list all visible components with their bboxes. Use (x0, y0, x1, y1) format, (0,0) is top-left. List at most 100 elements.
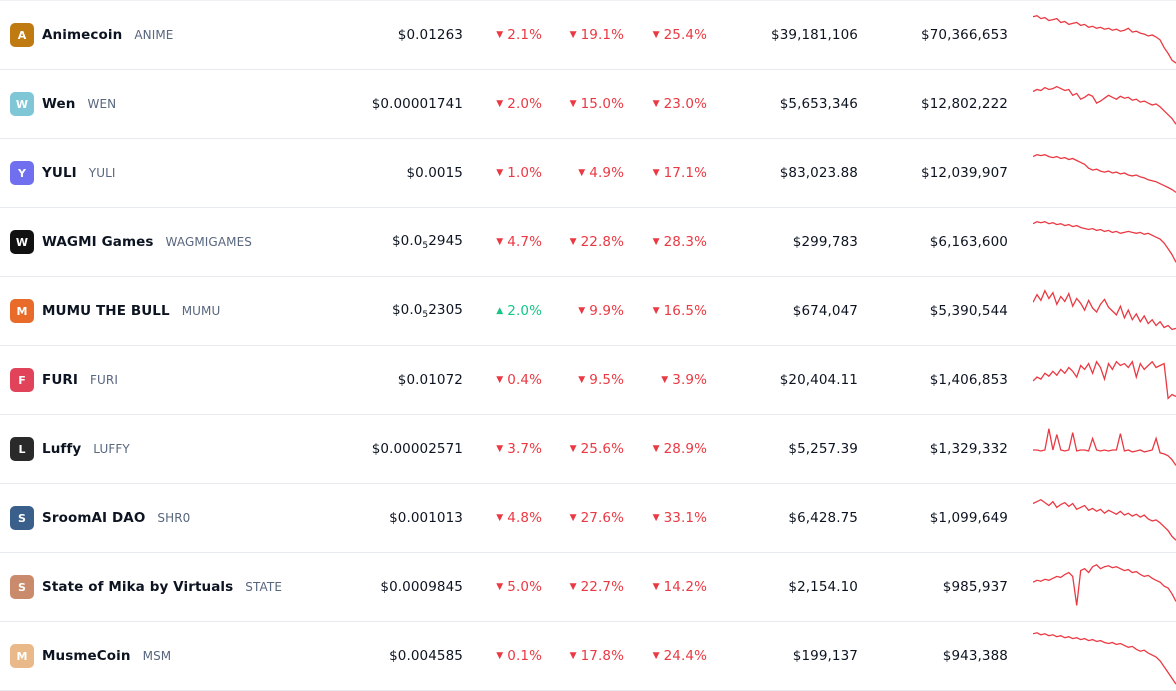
sparkline-svg (1033, 564, 1176, 606)
change-24h: ▼ 22.7% (570, 553, 624, 621)
sparkline-7d[interactable] (1033, 557, 1176, 619)
price: $0.00002571 (372, 415, 463, 483)
market-cap: $943,388 (943, 622, 1008, 690)
sparkline-7d[interactable] (1033, 419, 1176, 481)
sparkline-svg (1033, 154, 1176, 193)
market-cap-value: $70,366,653 (921, 27, 1008, 43)
sparkline-7d[interactable] (1033, 212, 1176, 274)
table-row[interactable]: Y YULI YULI $0.0015 ▼ 1.0% ▼ 4.9% ▼ 17.1… (0, 139, 1176, 208)
price: $0.01072 (398, 346, 463, 414)
sparkline-7d[interactable] (1033, 626, 1176, 688)
market-cap-value: $12,039,907 (921, 165, 1008, 181)
table-row[interactable]: W Wen WEN $0.00001741 ▼ 2.0% ▼ 15.0% ▼ 2… (0, 70, 1176, 139)
coin-name[interactable]: State of Mika by Virtuals (42, 579, 234, 595)
price: $0.001013 (389, 484, 463, 552)
market-cap: $70,366,653 (921, 1, 1008, 69)
market-cap: $985,937 (943, 553, 1008, 621)
change-7d-value: 25.4% (663, 27, 707, 43)
table-row[interactable]: L Luffy LUFFY $0.00002571 ▼ 3.7% ▼ 25.6%… (0, 415, 1176, 484)
table-row[interactable]: S State of Mika by Virtuals STATE $0.000… (0, 553, 1176, 622)
sparkline-7d[interactable] (1033, 350, 1176, 412)
wagmi-logo-icon: W (10, 230, 34, 254)
coin-symbol: STATE (245, 580, 283, 594)
change-7d: ▼ 3.9% (661, 346, 707, 414)
volume-value: $299,783 (792, 234, 858, 250)
table-row[interactable]: W WAGMI Games WAGMIGAMES $0.052945 ▼ 4.7… (0, 208, 1176, 277)
caret-down-icon: ▼ (652, 30, 660, 40)
coin-name[interactable]: MusmeCoin (42, 648, 131, 664)
sparkline-7d[interactable] (1033, 74, 1176, 136)
sparkline-line (1033, 221, 1176, 263)
coin-name[interactable]: MUMU THE BULL (42, 303, 170, 319)
change-7d-value: 28.3% (663, 234, 707, 250)
coin-name[interactable]: FURI (42, 372, 79, 388)
sparkline-svg (1033, 360, 1176, 400)
table-row[interactable]: F FURI FURI $0.01072 ▼ 0.4% ▼ 9.5% ▼ 3.9… (0, 346, 1176, 415)
price-value: $0.052305 (391, 302, 463, 320)
coin-name-cell[interactable]: W Wen WEN (10, 70, 116, 138)
market-cap-value: $943,388 (942, 648, 1008, 664)
price-value: $0.0015 (406, 165, 463, 181)
volume-24h: $83,023.88 (780, 139, 858, 207)
change-24h: ▼ 19.1% (570, 1, 624, 69)
table-row[interactable]: S SroomAI DAO SHR0 $0.001013 ▼ 4.8% ▼ 27… (0, 484, 1176, 553)
caret-down-icon: ▼ (496, 237, 504, 247)
change-24h: ▼ 15.0% (570, 70, 624, 138)
sparkline-7d[interactable] (1033, 281, 1176, 343)
coin-name[interactable]: Wen (42, 96, 76, 112)
change-1h-value: 3.7% (507, 441, 542, 457)
table-row[interactable]: M MUMU THE BULL MUMU $0.052305 ▲ 2.0% ▼ … (0, 277, 1176, 346)
caret-down-icon: ▼ (496, 651, 504, 661)
change-24h: ▼ 9.9% (578, 277, 624, 345)
change-24h-value: 22.7% (580, 579, 624, 595)
caret-down-icon: ▼ (569, 30, 577, 40)
change-1h: ▼ 2.1% (496, 1, 542, 69)
price: $0.0009845 (380, 553, 463, 621)
sparkline-svg (1033, 289, 1176, 331)
caret-down-icon: ▼ (496, 444, 504, 454)
coin-name-cell[interactable]: Y YULI YULI (10, 139, 116, 207)
coin-name-cell[interactable]: S State of Mika by Virtuals STATE (10, 553, 282, 621)
change-7d-value: 23.0% (663, 96, 707, 112)
change-1h: ▼ 4.8% (496, 484, 542, 552)
wen-logo-icon: W (10, 92, 34, 116)
market-cap-value: $1,329,332 (929, 441, 1008, 457)
market-cap-value: $1,099,649 (929, 510, 1008, 526)
table-row[interactable]: A Animecoin ANIME $0.01263 ▼ 2.1% ▼ 19.1… (0, 1, 1176, 70)
change-1h: ▼ 2.0% (496, 70, 542, 138)
price-value: $0.001013 (389, 510, 463, 526)
sparkline-7d[interactable] (1033, 143, 1176, 205)
coin-name-cell[interactable]: L Luffy LUFFY (10, 415, 130, 483)
change-7d: ▼ 33.1% (653, 484, 707, 552)
caret-down-icon: ▼ (496, 30, 504, 40)
sparkline-svg (1033, 428, 1176, 466)
change-24h-value: 9.5% (589, 372, 624, 388)
volume-value: $20,404.11 (779, 372, 858, 388)
coin-name-cell[interactable]: W WAGMI Games WAGMIGAMES (10, 208, 252, 276)
coin-symbol: SHR0 (157, 511, 191, 525)
coin-name-cell[interactable]: A Animecoin ANIME (10, 1, 174, 69)
change-7d-value: 33.1% (663, 510, 707, 526)
caret-up-icon: ▲ (496, 306, 504, 316)
sparkline-7d[interactable] (1033, 5, 1176, 67)
change-24h-value: 25.6% (580, 441, 624, 457)
coin-name[interactable]: SroomAI DAO (42, 510, 146, 526)
volume-24h: $5,653,346 (780, 70, 858, 138)
coin-name-cell[interactable]: F FURI FURI (10, 346, 118, 414)
coin-name[interactable]: YULI (42, 165, 77, 181)
coin-name-cell[interactable]: S SroomAI DAO SHR0 (10, 484, 190, 552)
sparkline-7d[interactable] (1033, 488, 1176, 550)
coin-name-cell[interactable]: M MUMU THE BULL MUMU (10, 277, 220, 345)
coin-name-cell[interactable]: M MusmeCoin MSM (10, 622, 171, 690)
sparkline-line (1033, 360, 1176, 400)
price-value: $0.052945 (391, 233, 463, 251)
coin-name[interactable]: Animecoin (42, 27, 123, 43)
table-row[interactable]: M MusmeCoin MSM $0.004585 ▼ 0.1% ▼ 17.8%… (0, 622, 1176, 691)
change-24h-value: 27.6% (580, 510, 624, 526)
change-24h-value: 15.0% (580, 96, 624, 112)
sparkline-svg (1033, 85, 1176, 125)
coin-name[interactable]: Luffy (42, 441, 82, 457)
coin-name[interactable]: WAGMI Games (42, 234, 154, 250)
change-1h-value: 5.0% (507, 579, 542, 595)
